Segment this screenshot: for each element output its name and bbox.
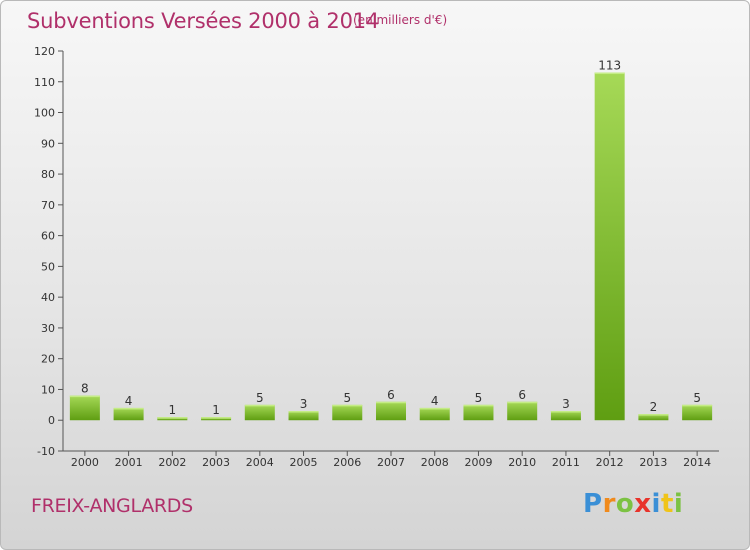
x-tick-label: 2008 [421, 456, 449, 469]
x-tick-label: 2010 [508, 456, 536, 469]
bar-highlight [288, 411, 319, 413]
bar-highlight [638, 414, 669, 416]
x-tick-label: 2006 [333, 456, 361, 469]
y-tick-label: 110 [34, 76, 55, 89]
bar-highlight [376, 401, 406, 404]
bar-value-label: 5 [693, 391, 701, 405]
x-tick-label: 2007 [377, 456, 405, 469]
bar-2007 [376, 401, 406, 421]
bar-highlight [332, 404, 363, 407]
y-tick-label: 90 [41, 137, 55, 150]
y-tick-label: 80 [41, 168, 55, 181]
bar-2013 [638, 414, 669, 421]
bar-highlight [201, 417, 232, 419]
x-tick-label: 2000 [71, 456, 99, 469]
bar-highlight [244, 404, 275, 407]
x-tick-label: 2001 [115, 456, 143, 469]
logo-letter: o [615, 489, 635, 519]
bar-highlight [113, 407, 144, 410]
bar-2012 [594, 72, 625, 421]
logo-letter: i [673, 489, 684, 519]
y-tick-label: 0 [48, 414, 55, 427]
bar-value-label: 6 [518, 388, 526, 402]
x-tick-label: 2009 [464, 456, 492, 469]
bar-value-label: 2 [650, 400, 658, 414]
bar-value-label: 8 [81, 382, 89, 396]
bar-highlight [157, 417, 188, 419]
bar-value-label: 4 [431, 394, 439, 408]
bar-value-label: 3 [562, 397, 570, 411]
y-tick-label: 100 [34, 107, 55, 120]
bar-2006 [332, 404, 363, 421]
bar-value-label: 3 [300, 397, 308, 411]
bar-2011 [550, 411, 581, 421]
bar-2005 [288, 411, 319, 421]
bar-2000 [69, 395, 100, 421]
x-tick-label: 2012 [596, 456, 624, 469]
bar-highlight [550, 411, 581, 413]
y-tick-label: 20 [41, 353, 55, 366]
logo-letter: x [634, 489, 652, 519]
x-tick-label: 2013 [639, 456, 667, 469]
chart-bars: 8 4 1 1 5 3 5 6 4 5 6 3 113 2 5 [69, 59, 713, 421]
logo-letter: i [651, 489, 661, 519]
bar-highlight [594, 72, 625, 75]
x-tick-label: 2011 [552, 456, 580, 469]
bar-value-label: 6 [387, 388, 395, 402]
bar-value-label: 113 [598, 59, 621, 73]
bar-2014 [682, 404, 713, 421]
chart-unit: (en milliers d'€) [353, 13, 448, 27]
y-tick-label: 70 [41, 199, 55, 212]
y-tick-label: 60 [41, 230, 55, 243]
bar-value-label: 4 [125, 394, 133, 408]
bar-2002 [157, 417, 188, 421]
y-tick-label: 10 [41, 383, 55, 396]
bar-highlight [507, 401, 538, 404]
y-tick-label: 50 [41, 260, 55, 273]
x-tick-label: 2014 [683, 456, 711, 469]
logo-letter: P [583, 489, 603, 519]
chart-axes: -10 0 10 20 30 40 50 60 70 80 90 100 110 120 2000 2001 2… [34, 45, 719, 469]
x-tick-label: 2002 [158, 456, 186, 469]
bar-highlight [463, 404, 494, 407]
bar-2004 [244, 404, 275, 421]
bar-value-label: 5 [256, 391, 264, 405]
logo-letter: r [602, 489, 616, 519]
bar-highlight [682, 404, 713, 407]
y-tick-label: 40 [41, 291, 55, 304]
x-tick-label: 2003 [202, 456, 230, 469]
bar-highlight [419, 407, 450, 410]
bar-2009 [463, 404, 494, 421]
commune-name: FREIX-ANGLARDS [31, 495, 193, 517]
bar-2010 [507, 401, 538, 421]
bar-value-label: 1 [212, 403, 220, 417]
bar-2008 [419, 407, 450, 421]
bar-value-label: 5 [475, 391, 483, 405]
bar-highlight [69, 395, 100, 398]
bar-2003 [201, 417, 232, 421]
y-tick-label: -10 [37, 445, 55, 458]
x-tick-label: 2005 [290, 456, 318, 469]
bar-2001 [113, 407, 144, 421]
y-tick-label: 30 [41, 322, 55, 335]
logo-letter: t [660, 489, 674, 519]
x-tick-label: 2004 [246, 456, 274, 469]
proxiti-logo[interactable]: Proxiti [583, 489, 683, 519]
chart-title: Subventions Versées 2000 à 2014 [27, 9, 380, 33]
bar-value-label: 1 [169, 403, 177, 417]
bar-value-label: 5 [343, 391, 351, 405]
y-tick-label: 120 [34, 45, 55, 58]
